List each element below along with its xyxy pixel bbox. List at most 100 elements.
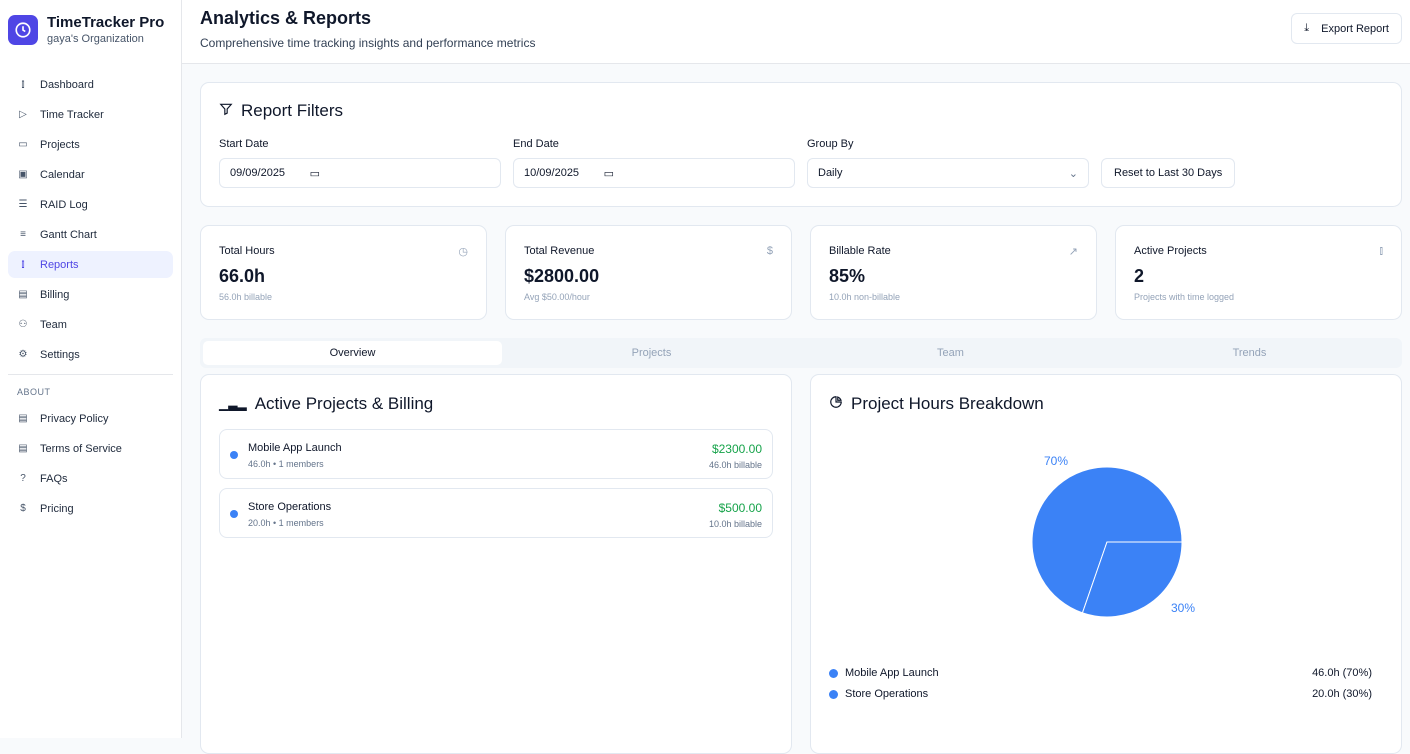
- gantt-icon: ≡: [20, 229, 26, 240]
- sidebar-item-dashboard[interactable]: ⫾ Dashboard: [8, 71, 173, 98]
- list-checks-icon: ☰: [18, 199, 28, 210]
- legend-label: Mobile App Launch: [845, 667, 939, 679]
- page-title: Analytics & Reports: [200, 8, 372, 28]
- legend-label: Store Operations: [845, 688, 929, 700]
- legend-value: 20.0h (30%): [1312, 688, 1372, 700]
- sidebar-item-time-tracker[interactable]: ▷ Time Tracker: [8, 101, 173, 128]
- tab-trends[interactable]: Trends: [1232, 347, 1267, 359]
- project-row[interactable]: Mobile App Launch 46.0h • 1 members $2300.…: [219, 429, 773, 479]
- sidebar-item-label: Privacy Policy: [40, 412, 109, 425]
- group-by-value: Daily: [818, 167, 843, 179]
- project-name: Store Operations: [248, 501, 332, 513]
- export-report-button[interactable]: ⤓ Export Report: [1291, 13, 1402, 44]
- reset-button[interactable]: Reset to Last 30 Days: [1101, 158, 1236, 188]
- sidebar-item-label: RAID Log: [40, 198, 88, 211]
- stat-value: 85%: [829, 266, 866, 286]
- divider: [8, 374, 173, 375]
- chevron-down-icon: ⌄: [1068, 167, 1078, 180]
- pie-slice[interactable]: [1081, 541, 1183, 618]
- sidebar-item-calendar[interactable]: ▣ Calendar: [8, 161, 173, 188]
- group-by-label: Group By: [807, 138, 854, 150]
- pie-slice[interactable]: [1031, 466, 1183, 614]
- sidebar-item-label: FAQs: [40, 472, 68, 485]
- trending-up-icon: ↗: [1068, 246, 1078, 258]
- legend-dot: [829, 689, 838, 699]
- dollar-icon: $: [20, 503, 26, 514]
- legend-item: Store Operations 20.0h (30%): [829, 688, 1372, 700]
- end-date-label: End Date: [513, 138, 559, 150]
- help-circle-icon: ?: [20, 473, 26, 484]
- sidebar-item-privacy-policy[interactable]: ▤ Privacy Policy: [8, 405, 173, 432]
- bar-chart-icon: ⫾: [1379, 245, 1383, 257]
- legend-value: 46.0h (70%): [1312, 667, 1372, 679]
- bar-chart-icon: ⫾: [21, 79, 25, 90]
- group-by-select[interactable]: Daily ⌄: [807, 158, 1089, 188]
- page-subtitle: Comprehensive time tracking insights and…: [200, 36, 536, 50]
- sidebar-item-raid-log[interactable]: ☰ RAID Log: [8, 191, 173, 218]
- stat-card: Total Revenue $2800.00 Avg $50.00/hour $: [505, 225, 792, 320]
- sidebar-item-label: Settings: [40, 348, 80, 361]
- stat-card: Billable Rate 85% 10.0h non-billable ↗: [810, 225, 1097, 320]
- sidebar-item-label: Projects: [40, 138, 80, 151]
- sidebar-item-label: Dashboard: [40, 78, 94, 91]
- sidebar-item-terms-of-service[interactable]: ▤ Terms of Service: [8, 435, 173, 462]
- stat-value: 2: [1134, 266, 1145, 286]
- app-title: TimeTracker Pro: [47, 14, 165, 31]
- org-name: gaya's Organization: [47, 33, 144, 45]
- sidebar-item-team[interactable]: ⚇ Team: [8, 311, 173, 338]
- project-color-dot: [230, 451, 238, 459]
- stat-card: Active Projects 2 Projects with time logge…: [1115, 225, 1402, 320]
- stat-label: Billable Rate: [829, 245, 891, 257]
- project-billable: 10.0h billable: [708, 519, 762, 529]
- stat-sub: Avg $50.00/hour: [524, 292, 590, 302]
- download-icon: ⤓: [1304, 22, 1310, 34]
- project-color-dot: [230, 510, 238, 518]
- pie-slice-label: 30%: [1171, 601, 1195, 615]
- panel-title: Project Hours Breakdown: [851, 394, 1044, 413]
- report-tabs: Overview Projects Team Trends: [200, 338, 1402, 368]
- project-row[interactable]: Store Operations 20.0h • 1 members $500.00…: [219, 488, 773, 538]
- sidebar-item-faqs[interactable]: ? FAQs: [8, 465, 173, 492]
- play-icon: ▷: [19, 109, 27, 120]
- document-icon: ▤: [18, 443, 28, 454]
- tab-projects[interactable]: Projects: [631, 347, 672, 359]
- gear-icon: ⚙: [18, 349, 28, 360]
- stat-label: Active Projects: [1134, 245, 1207, 257]
- sidebar-item-label: Team: [40, 318, 67, 331]
- export-label: Export Report: [1321, 22, 1389, 35]
- start-date-input[interactable]: 09/09/2025 ▭: [219, 158, 501, 188]
- receipt-icon: ▤: [18, 289, 28, 300]
- tab-overview[interactable]: Overview: [203, 341, 502, 365]
- start-date-value: 09/09/2025: [230, 167, 286, 179]
- report-filters: Report Filters Start Date 09/09/2025 ▭ End…: [200, 82, 1402, 207]
- folder-icon: ▭: [18, 139, 28, 150]
- filter-icon: [219, 101, 233, 121]
- sidebar-item-gantt-chart[interactable]: ≡ Gantt Chart: [8, 221, 173, 248]
- stat-label: Total Hours: [219, 245, 275, 257]
- panel-title: Active Projects & Billing: [254, 394, 434, 413]
- stat-sub: 56.0h billable: [219, 292, 273, 302]
- legend-item: Mobile App Launch 46.0h (70%): [829, 667, 1372, 679]
- stat-sub: Projects with time logged: [1134, 292, 1235, 302]
- sidebar-item-reports[interactable]: ⫾ Reports: [8, 251, 173, 278]
- users-icon: ⚇: [18, 319, 28, 330]
- brand: TimeTracker Pro gaya's Organization: [0, 0, 181, 59]
- end-date-input[interactable]: 10/09/2025 ▭: [513, 158, 795, 188]
- legend-dot: [829, 668, 838, 678]
- stat-value: $2800.00: [524, 266, 600, 286]
- sidebar-item-billing[interactable]: ▤ Billing: [8, 281, 173, 308]
- sidebar-item-label: Pricing: [40, 502, 74, 515]
- dollar-icon: $: [766, 245, 773, 257]
- sidebar-item-label: Reports: [40, 258, 79, 271]
- tab-team[interactable]: Team: [937, 347, 964, 359]
- sidebar-item-label: Time Tracker: [40, 108, 104, 121]
- project-meta: 20.0h • 1 members: [248, 518, 324, 528]
- sidebar-item-projects[interactable]: ▭ Projects: [8, 131, 173, 158]
- clock-logo-icon: [8, 14, 38, 45]
- calendar-icon[interactable]: ▭: [603, 167, 614, 180]
- sidebar-item-settings[interactable]: ⚙ Settings: [8, 341, 173, 368]
- bar-chart-icon: ▁▃▂: [219, 397, 247, 411]
- sidebar-item-pricing[interactable]: $ Pricing: [8, 495, 173, 522]
- stat-label: Total Revenue: [524, 245, 595, 257]
- calendar-icon[interactable]: ▭: [309, 167, 320, 180]
